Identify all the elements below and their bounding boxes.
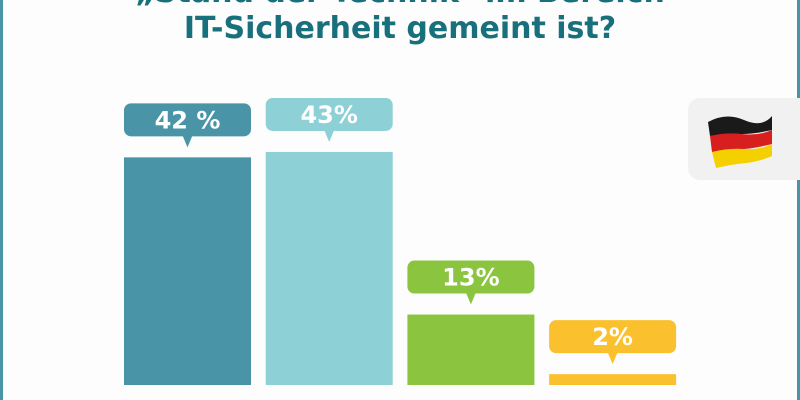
bubble-tail [182, 135, 193, 148]
data-label: 13% [442, 264, 499, 292]
bar [265, 151, 393, 385]
bar [407, 314, 535, 385]
title-line-1: „Stand der Technik" im Bereich [0, 0, 800, 10]
bubble-tail [607, 352, 618, 365]
data-label-bubble [124, 103, 251, 137]
bar [549, 374, 677, 385]
data-label: 2% [592, 323, 633, 351]
bubble-tail [465, 292, 476, 305]
title-line-2: IT-Sicherheit gemeint ist? [183, 11, 617, 46]
data-label: 42 % [155, 106, 221, 134]
data-label-bubble [549, 320, 677, 354]
right-border [797, 0, 800, 400]
left-border [0, 0, 3, 400]
flag-card [688, 98, 800, 180]
data-label: 43% [300, 101, 357, 129]
germany-flag-icon [708, 116, 772, 168]
bubble-tail [324, 129, 335, 142]
bar [124, 157, 251, 385]
data-label-bubble [265, 97, 393, 131]
data-label-bubble [407, 260, 535, 294]
